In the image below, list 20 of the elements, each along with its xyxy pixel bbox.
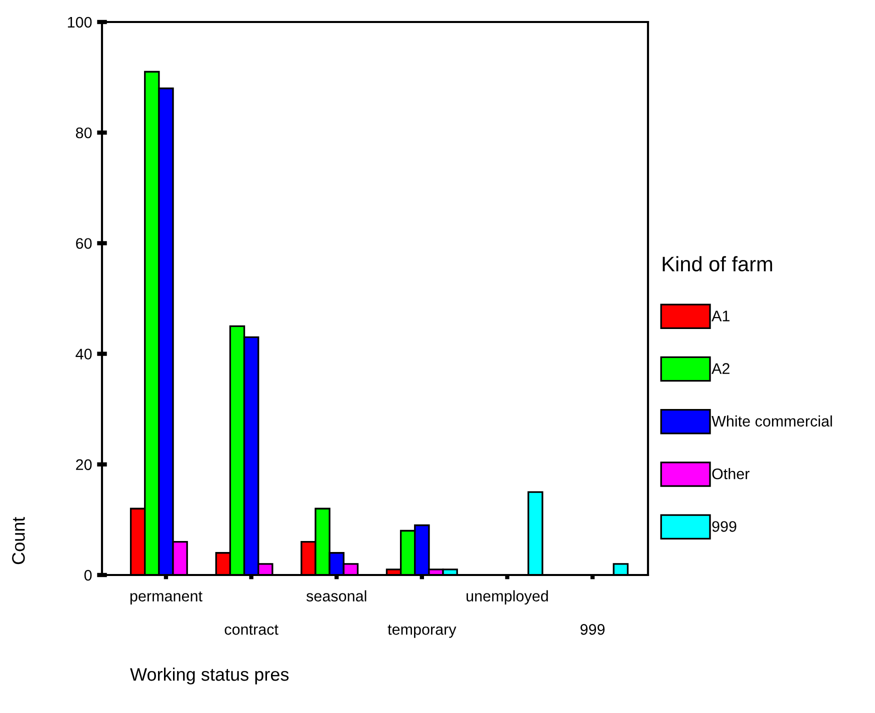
y-tick-label: 0	[84, 570, 92, 581]
y-axis-title: Count	[12, 516, 25, 564]
legend-label: White commercial	[712, 415, 832, 427]
legend-label: Other	[712, 468, 750, 480]
legend-label: 999	[712, 521, 736, 532]
y-tick-label: 40	[76, 348, 92, 360]
y-tick-label: 60	[76, 238, 92, 249]
x-tick-label: permanent	[130, 591, 202, 605]
y-tick-label: 100	[68, 16, 92, 28]
y-tick-label: 80	[76, 127, 92, 138]
y-tick-label: 20	[76, 459, 92, 470]
x-tick-label: contract	[224, 624, 278, 635]
x-tick-label: temporary	[388, 624, 456, 638]
x-tick-label: seasonal	[306, 590, 366, 602]
x-tick-label: unemployed	[466, 590, 548, 605]
legend-title: Kind of farm	[662, 256, 772, 272]
x-axis-title: Working status pres	[130, 668, 289, 684]
legend-label: A2	[712, 363, 730, 374]
legend-label: A1	[712, 310, 730, 322]
x-tick-label: 999	[580, 624, 605, 635]
